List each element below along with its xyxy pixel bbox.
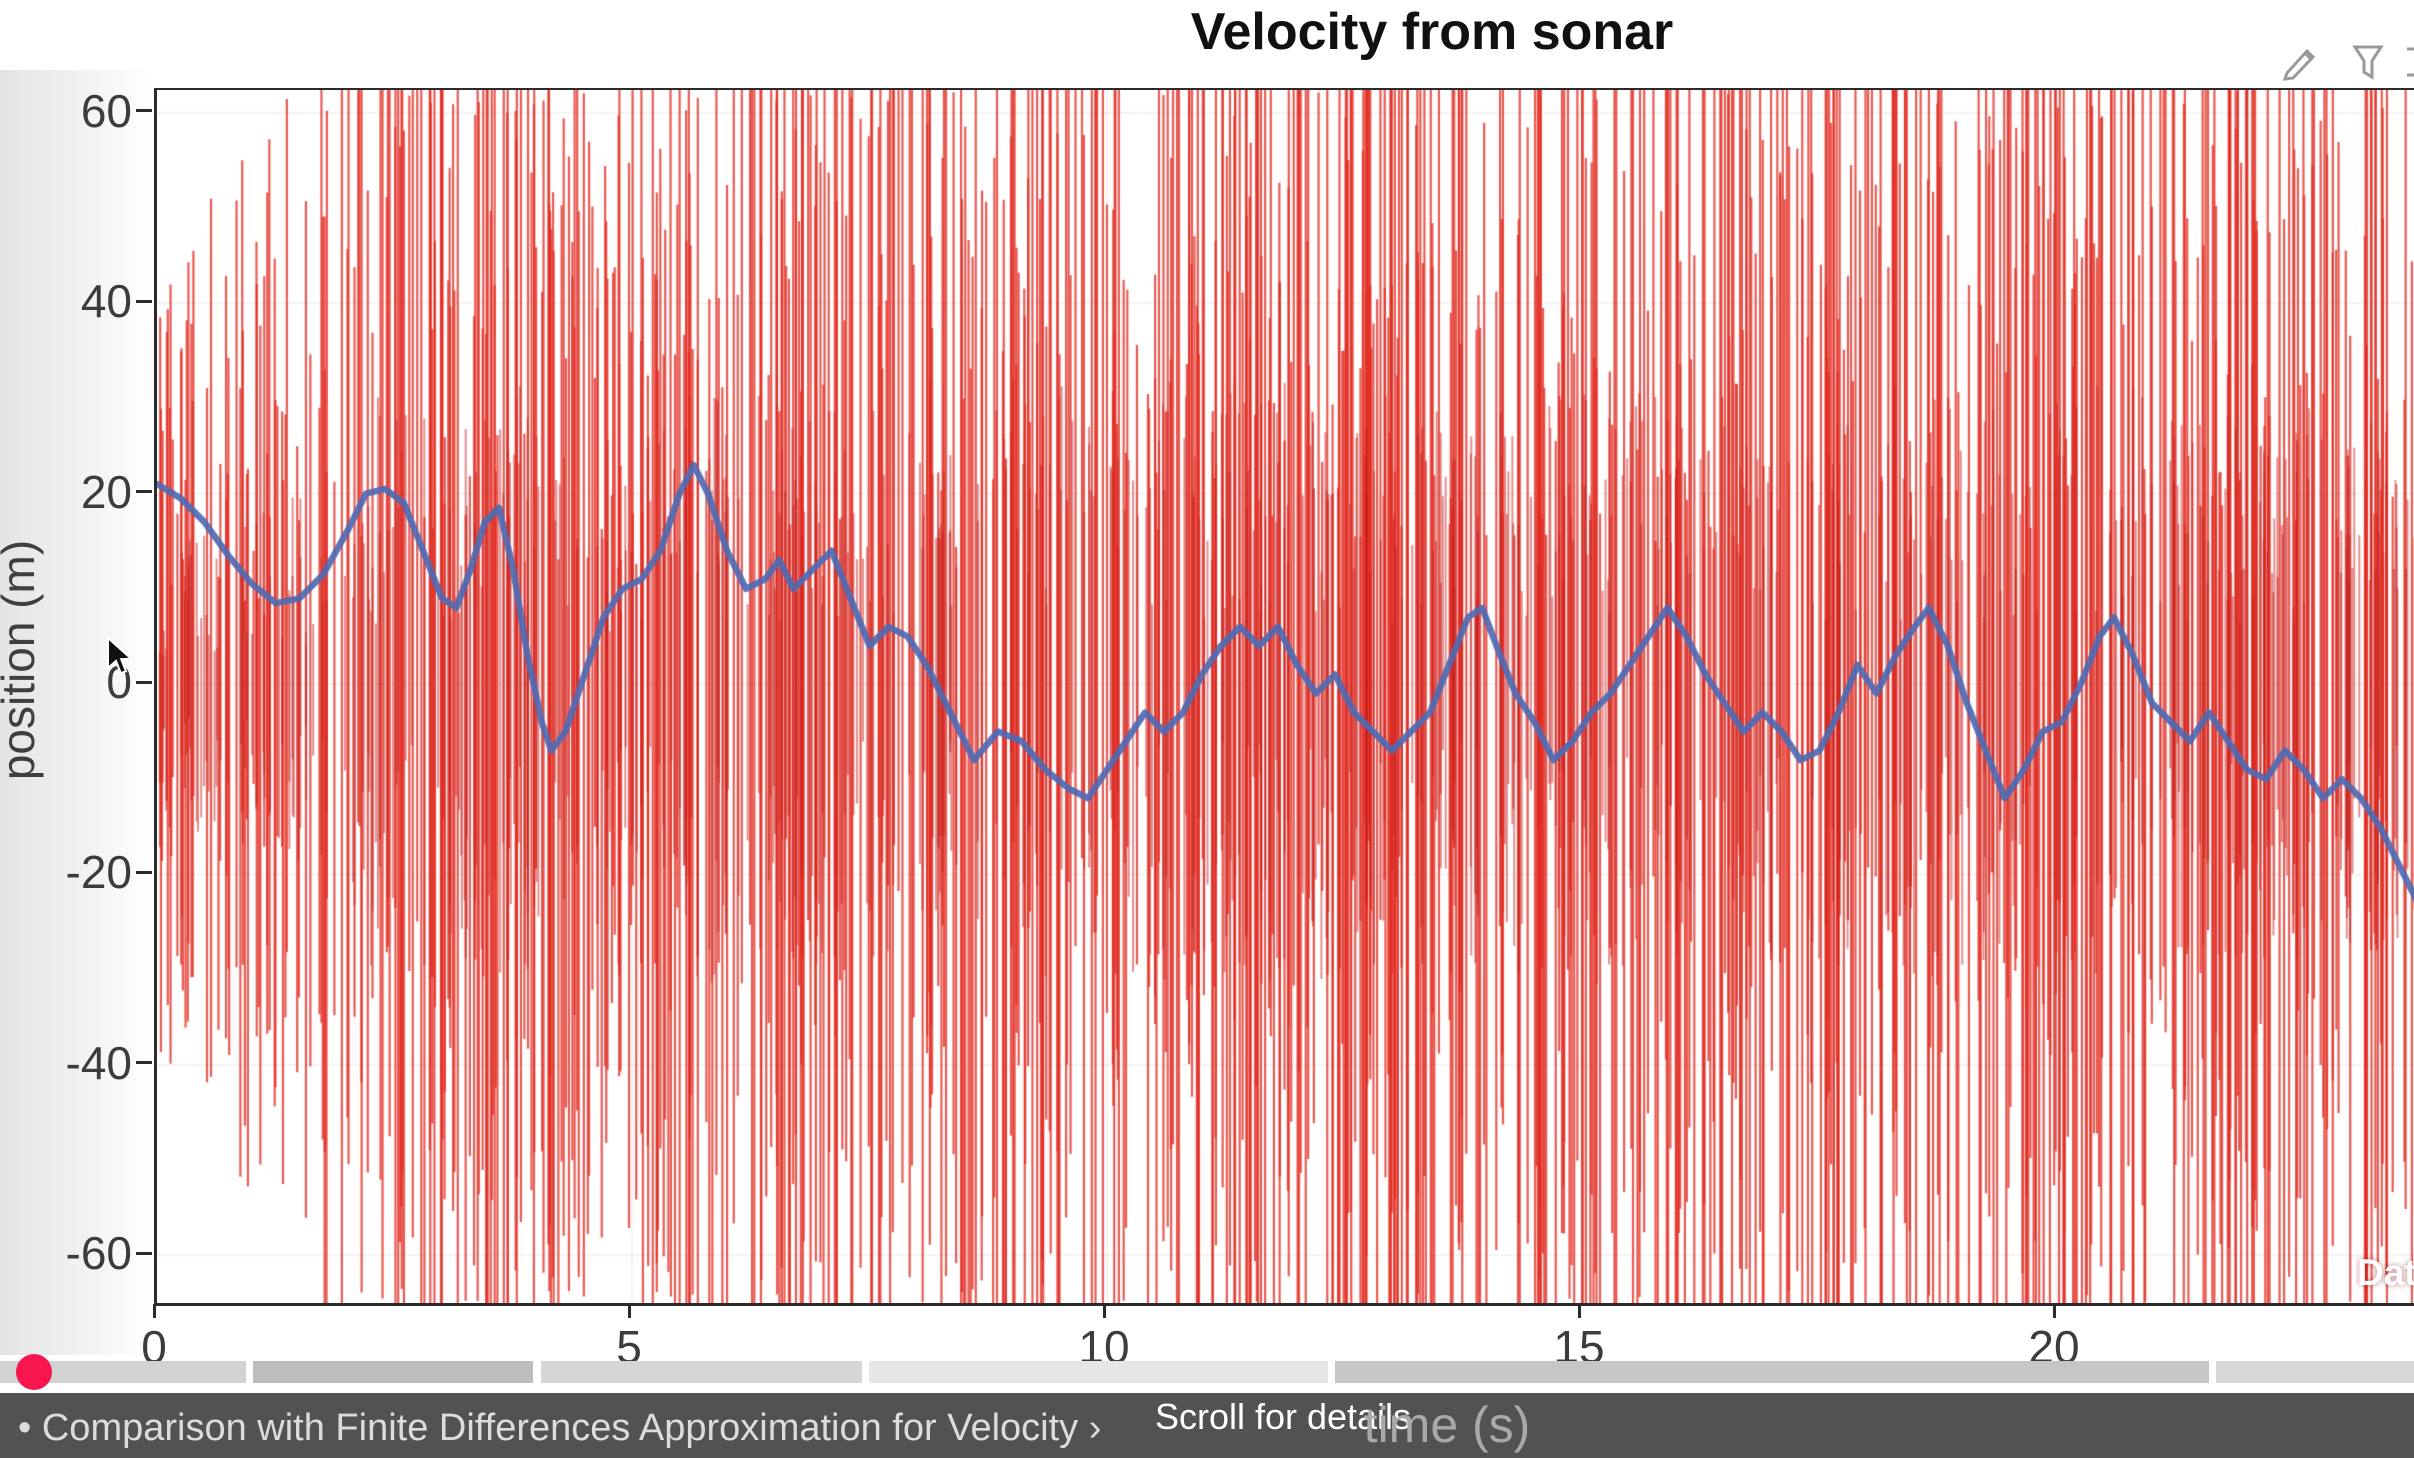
partial-icon [2407, 47, 2414, 77]
scrubber-segment[interactable] [1334, 1361, 2209, 1383]
figure-toolbar [2280, 40, 2414, 88]
scrubber-segment[interactable] [253, 1361, 534, 1383]
y-tick-label: 40 [80, 275, 132, 328]
figure-left-margin [0, 70, 154, 1355]
y-tick-mark [136, 1251, 152, 1255]
y-tick-mark [136, 1061, 152, 1065]
y-tick-mark [136, 490, 152, 494]
scrubber-segment[interactable] [0, 1361, 247, 1383]
x-tick-mark [2052, 1304, 2056, 1318]
y-tick-mark [136, 109, 152, 113]
plot-area: Dat [154, 88, 2414, 1306]
video-scrubber[interactable] [0, 1354, 2414, 1390]
y-tick-label: -40 [65, 1036, 132, 1089]
x-tick-mark [152, 1304, 156, 1318]
scrubber-segment[interactable] [869, 1361, 1328, 1383]
mouse-cursor [107, 636, 134, 675]
y-tick-label: -60 [65, 1227, 132, 1280]
y-tick-label: 20 [80, 465, 132, 518]
playhead-dot[interactable] [15, 1354, 52, 1390]
x-tick-mark [627, 1304, 631, 1318]
y-tick-label: -20 [65, 846, 132, 899]
brush-icon [2282, 48, 2316, 81]
x-tick-mark [1577, 1304, 1581, 1318]
funnel-icon [2352, 45, 2384, 80]
scroll-hint: Scroll for details [1154, 1396, 1412, 1437]
y-tick-mark [136, 680, 152, 684]
y-tick-mark [136, 870, 152, 874]
x-tick-mark [1102, 1304, 1106, 1318]
x-axis-label: time (s) [1363, 1397, 1531, 1453]
chapter-caption[interactable]: • Comparison with Finite Differences App… [18, 1407, 1102, 1449]
scrubber-segment[interactable] [540, 1361, 862, 1383]
caption-overlay: • Comparison with Finite Differences App… [0, 1393, 2414, 1458]
y-tick-mark [136, 299, 152, 303]
legend-label: Dat [2357, 1252, 2414, 1293]
chart-title: Velocity from sonar [1190, 3, 1674, 61]
scrubber-segment[interactable] [2216, 1361, 2414, 1383]
y-tick-label: 60 [80, 84, 132, 137]
chart-canvas [157, 90, 2414, 1303]
